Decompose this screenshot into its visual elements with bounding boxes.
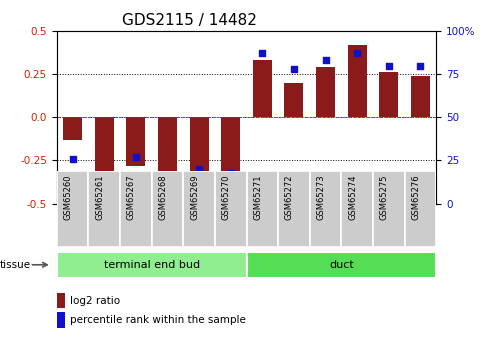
Point (195, 166, 203, 172)
Point (321, 58, 329, 63)
Text: GSM65267: GSM65267 (127, 175, 136, 220)
Point (258, 51, 266, 56)
Text: percentile rank within the sample: percentile rank within the sample (70, 315, 246, 325)
Bar (120, 171, 152, 247)
Bar (221, 117, 240, 179)
Bar (63, 117, 82, 140)
Bar (189, 117, 209, 176)
Bar (95, 117, 113, 204)
Text: GSM65269: GSM65269 (190, 175, 199, 220)
Bar (316, 67, 335, 117)
Text: GSM65274: GSM65274 (348, 175, 357, 220)
Point (69, 156, 76, 161)
Point (353, 51, 361, 56)
Bar (380, 72, 398, 117)
Text: GSM65261: GSM65261 (95, 175, 104, 220)
Bar (57, 252, 246, 278)
Point (290, 66, 298, 72)
Text: GSM65270: GSM65270 (222, 175, 231, 220)
Bar (126, 117, 145, 166)
Bar (152, 171, 183, 247)
Bar (284, 83, 304, 117)
Text: GSM65273: GSM65273 (317, 175, 325, 220)
Bar (411, 76, 430, 117)
Bar (348, 45, 367, 117)
Bar (405, 171, 436, 247)
Bar (57, 312, 65, 328)
Text: terminal end bud: terminal end bud (104, 260, 200, 270)
Bar (310, 171, 341, 247)
Text: GSM65272: GSM65272 (285, 175, 294, 220)
Bar (158, 117, 177, 207)
Point (385, 63, 393, 68)
Text: GSM65260: GSM65260 (64, 175, 72, 220)
Bar (88, 171, 120, 247)
Text: GDS2115 / 14482: GDS2115 / 14482 (122, 13, 257, 28)
Bar (183, 171, 215, 247)
Bar (341, 171, 373, 247)
Point (100, 175, 108, 180)
Text: tissue: tissue (0, 260, 31, 270)
Bar (253, 60, 272, 117)
Text: GSM65271: GSM65271 (253, 175, 262, 220)
Text: duct: duct (329, 260, 354, 270)
Point (417, 63, 424, 68)
Bar (215, 171, 246, 247)
Bar (246, 171, 278, 247)
Bar (246, 252, 436, 278)
Bar (57, 171, 88, 247)
Text: log2 ratio: log2 ratio (70, 296, 120, 306)
Text: GSM65276: GSM65276 (412, 175, 421, 220)
Point (132, 154, 140, 160)
Bar (57, 293, 65, 308)
Point (227, 170, 235, 175)
Text: GSM65268: GSM65268 (158, 175, 168, 220)
Bar (278, 171, 310, 247)
Point (164, 175, 172, 180)
Bar (373, 171, 405, 247)
Text: GSM65275: GSM65275 (380, 175, 389, 220)
